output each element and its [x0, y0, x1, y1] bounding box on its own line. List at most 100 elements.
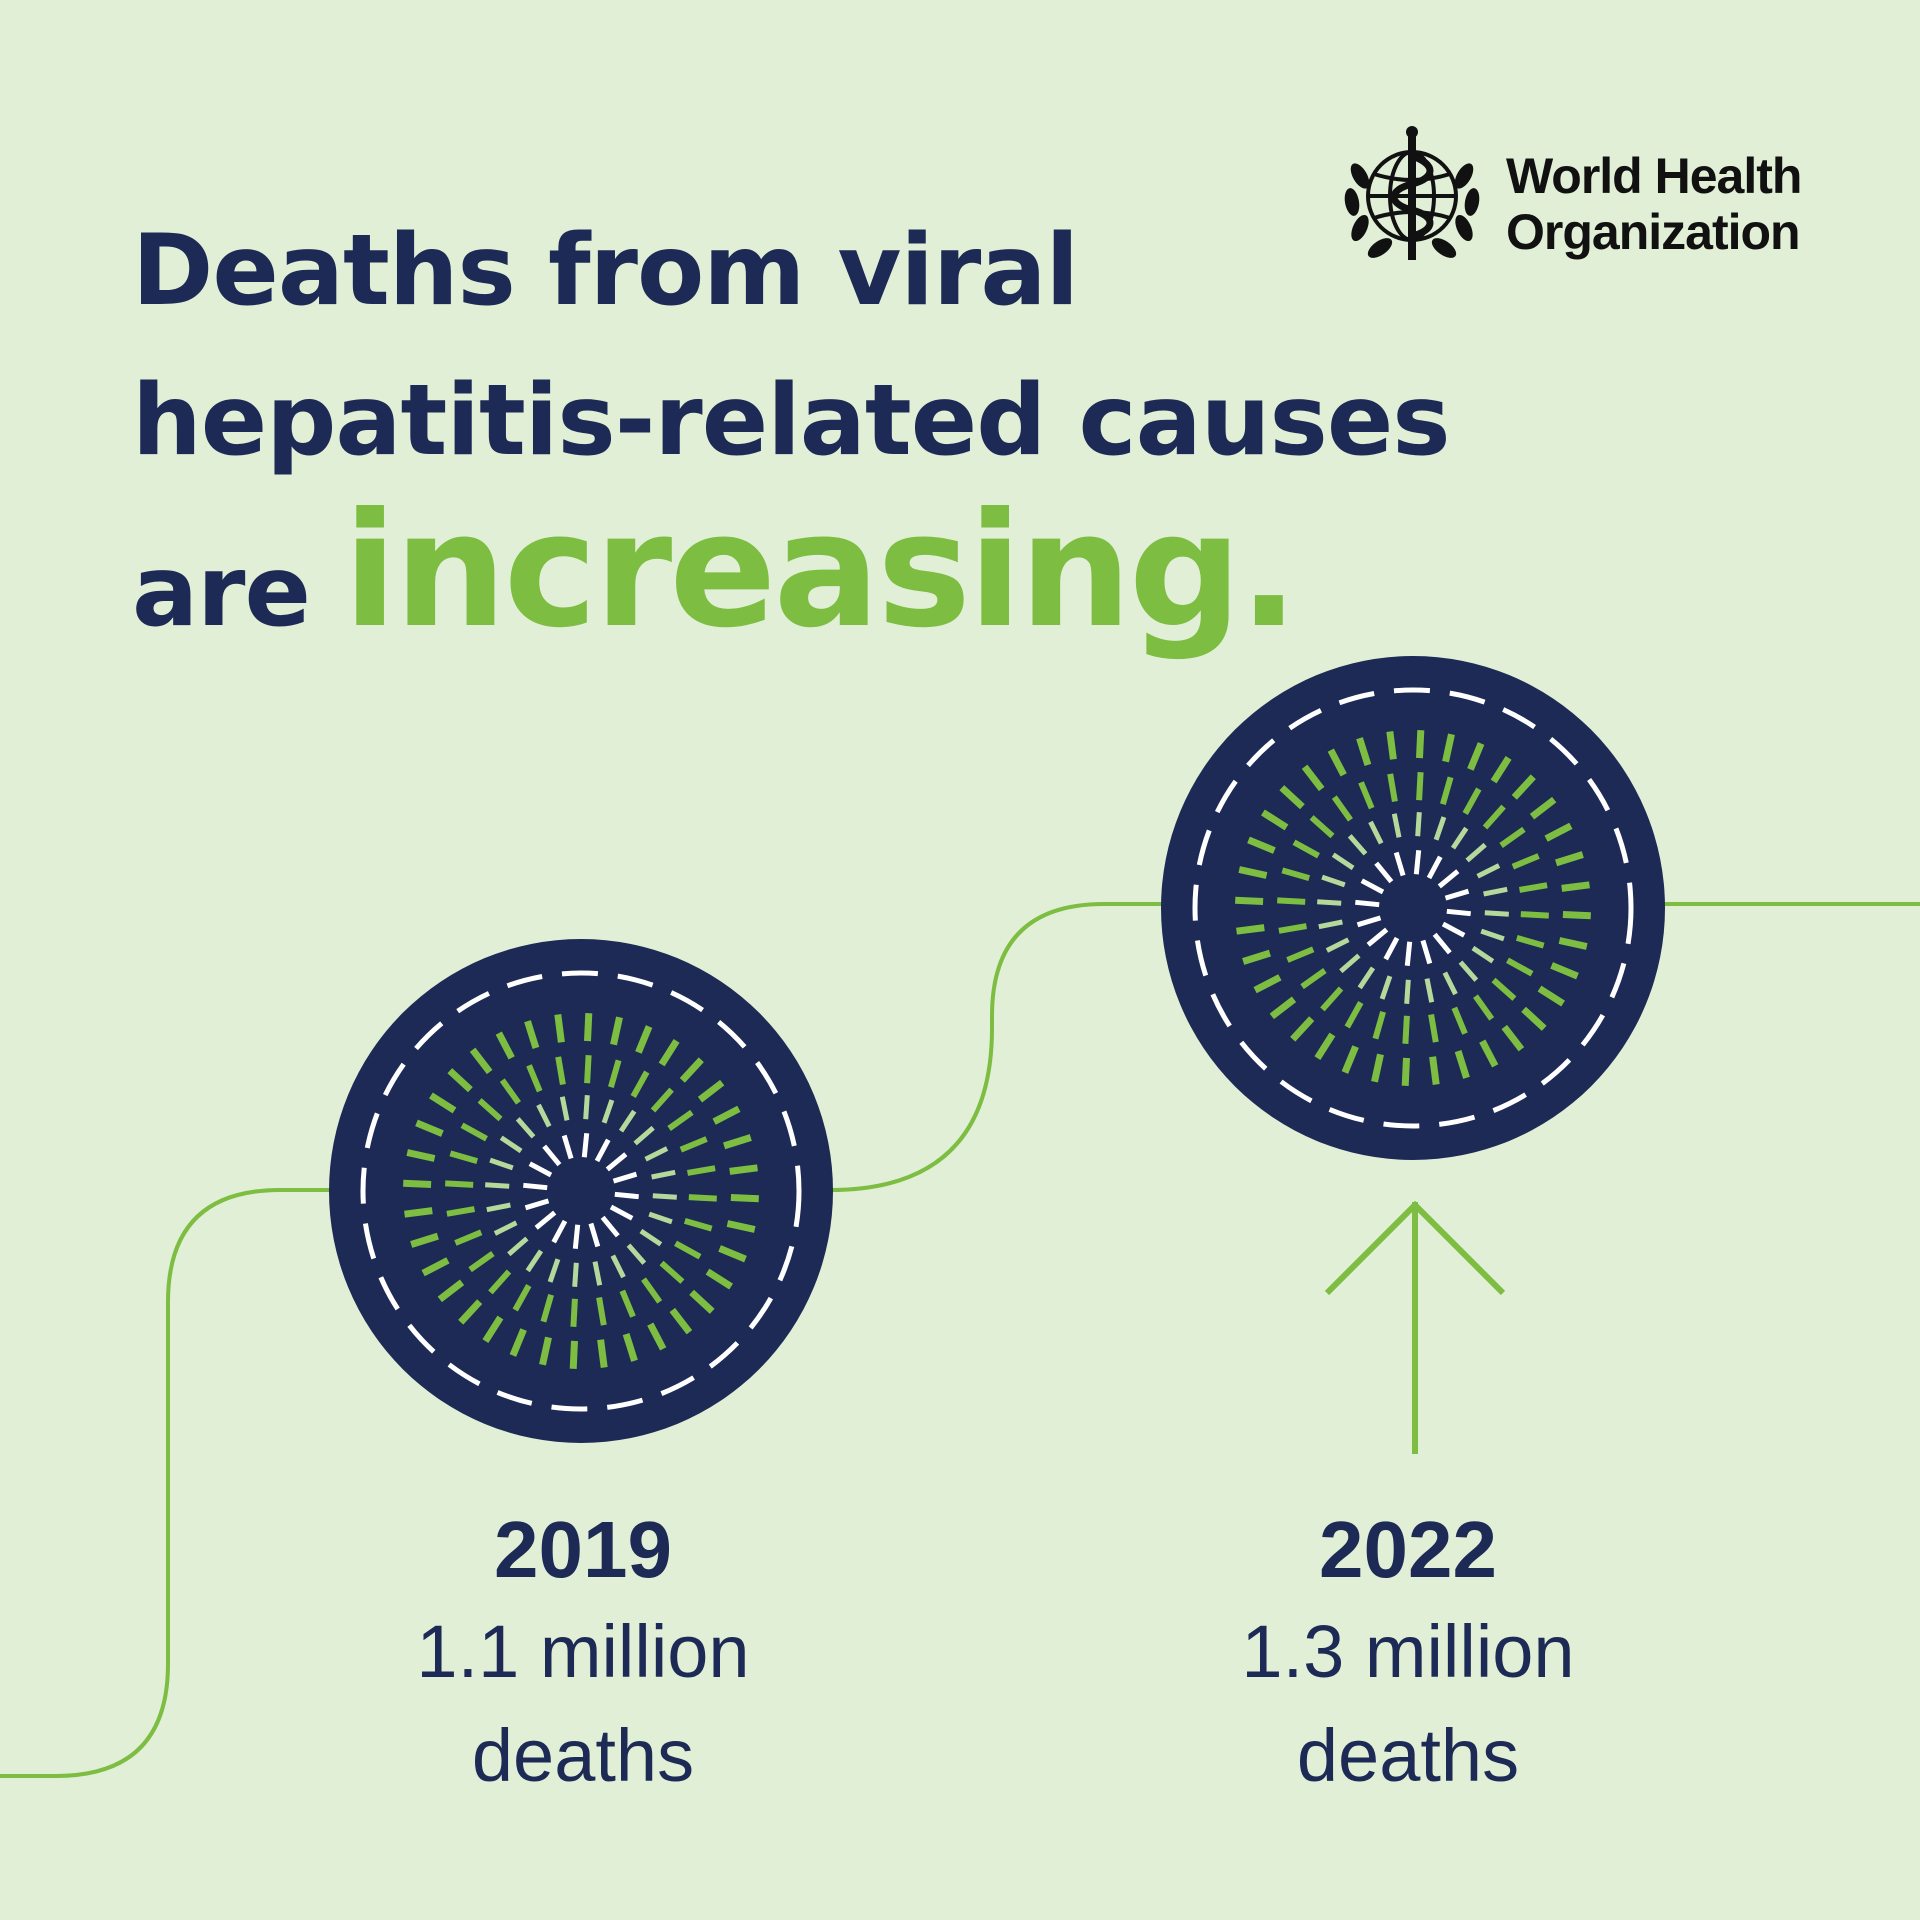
- radial-tick: [486, 1202, 511, 1213]
- radial-tick: [512, 1284, 532, 1312]
- radial-tick: [1450, 826, 1469, 850]
- radial-tick: [688, 1194, 717, 1202]
- radial-tick: [488, 1269, 512, 1295]
- radial-tick: [559, 1096, 570, 1121]
- radial-tick: [618, 1109, 637, 1133]
- radial-tick: [1471, 945, 1495, 964]
- radial-tick: [718, 1245, 747, 1263]
- radial-tick: [446, 1206, 476, 1217]
- radial-tick: [410, 1232, 439, 1248]
- radial-tick: [588, 1222, 601, 1248]
- radial-tick: [1235, 896, 1264, 905]
- radial-tick: [597, 1339, 608, 1368]
- radial-tick: [1511, 774, 1536, 800]
- radial-tick: [1442, 971, 1458, 996]
- radial-tick: [570, 1298, 578, 1327]
- radial-tick: [1331, 795, 1353, 822]
- radial-tick: [1479, 1039, 1499, 1068]
- radial-tick: [1442, 733, 1455, 763]
- radial-tick: [1415, 812, 1422, 837]
- radial-tick: [683, 1218, 713, 1232]
- radial-tick: [1253, 974, 1282, 994]
- radial-tick: [437, 1279, 465, 1303]
- radial-tick: [1281, 867, 1311, 881]
- radial-tick: [489, 1157, 514, 1171]
- radial-tick: [639, 1228, 663, 1247]
- radial-tick: [499, 1135, 523, 1154]
- radial-tick: [1437, 869, 1460, 889]
- circle-disc: [1161, 656, 1665, 1160]
- radial-tick: [601, 1099, 615, 1124]
- radial-tick: [1558, 937, 1588, 950]
- radial-tick: [1561, 881, 1590, 892]
- radial-tick: [1491, 977, 1517, 1001]
- radial-tick: [540, 1293, 554, 1323]
- radial-tick: [1467, 742, 1485, 771]
- radial-tick: [542, 1144, 562, 1167]
- radial-tick: [1366, 927, 1389, 947]
- radial-tick: [1279, 785, 1305, 810]
- radial-tick: [630, 1070, 650, 1098]
- radial-tick: [1371, 1053, 1384, 1083]
- radial-tick: [1379, 975, 1393, 1000]
- radial-tick: [415, 1119, 444, 1137]
- radial-tick: [1402, 1015, 1410, 1044]
- radial-tick: [1506, 957, 1534, 977]
- radial-tick: [729, 1164, 758, 1175]
- circle-icon-2019: [329, 939, 833, 1443]
- radial-tick: [1393, 851, 1406, 877]
- radial-tick: [1387, 773, 1398, 803]
- radial-tick: [1325, 937, 1350, 953]
- radial-tick: [1321, 874, 1346, 888]
- radial-tick: [449, 1150, 479, 1164]
- radial-tick: [1499, 826, 1526, 848]
- radial-tick: [403, 1179, 432, 1188]
- radial-tick: [554, 1014, 565, 1043]
- radial-tick: [1278, 923, 1308, 934]
- radial-tick: [1483, 886, 1508, 897]
- radial-tick: [482, 1315, 504, 1343]
- radial-tick: [447, 1068, 473, 1093]
- radial-tick: [1301, 764, 1325, 792]
- headline: Deaths from viral hepatitis-related caus…: [132, 196, 1451, 667]
- logo-line-2: Organization: [1506, 204, 1801, 260]
- radial-tick: [626, 1243, 647, 1265]
- radial-tick: [1341, 1045, 1359, 1074]
- radial-tick: [1290, 1016, 1315, 1042]
- milestone-year: 2022: [1319, 1505, 1497, 1594]
- logo-text: World Health Organization: [1506, 148, 1802, 260]
- radial-tick: [1236, 924, 1265, 935]
- radial-tick: [477, 1098, 503, 1122]
- radial-tick: [1520, 911, 1549, 919]
- radial-tick: [1446, 908, 1471, 917]
- radial-tick: [507, 1236, 529, 1257]
- radial-tick: [1550, 962, 1579, 980]
- radial-tick: [1515, 935, 1545, 949]
- radial-tick: [633, 1125, 655, 1146]
- radial-tick: [1261, 809, 1289, 831]
- radial-tick: [1344, 1001, 1364, 1029]
- radial-tick: [1416, 730, 1425, 759]
- radial-tick: [454, 1229, 483, 1246]
- headline-accent: increasing.: [343, 479, 1299, 663]
- radial-tick: [534, 1210, 557, 1230]
- radial-tick: [547, 1258, 561, 1283]
- radial-tick: [1238, 866, 1268, 879]
- radial-tick: [650, 1087, 674, 1113]
- headline-line-1: Deaths from viral: [132, 214, 1079, 328]
- radial-tick: [609, 1204, 634, 1221]
- milestone-year: 2019: [494, 1505, 672, 1594]
- radial-tick: [458, 1299, 483, 1325]
- who-emblem-icon: [1344, 126, 1480, 260]
- radial-tick: [581, 1133, 590, 1158]
- radial-tick: [1462, 787, 1482, 815]
- radial-tick: [723, 1134, 752, 1150]
- radial-tick: [515, 1117, 536, 1139]
- radial-tick: [619, 1289, 636, 1318]
- radial-tick: [499, 1078, 521, 1105]
- radial-tick: [1420, 939, 1433, 965]
- radial-tick: [1476, 863, 1501, 879]
- radial-tick: [1562, 911, 1591, 920]
- radial-tick: [1358, 781, 1375, 810]
- dashed-ring: [360, 970, 802, 1412]
